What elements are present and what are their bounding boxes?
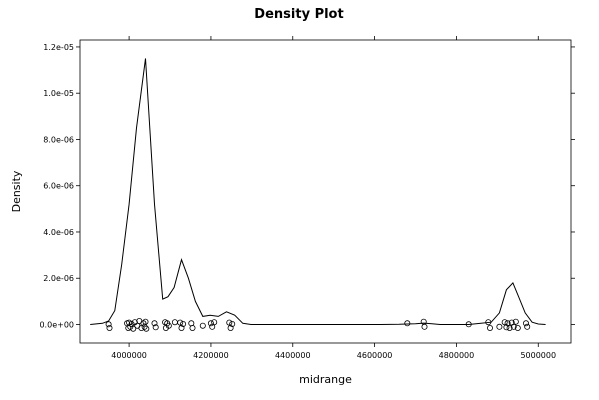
rug-point (404, 320, 411, 327)
y-axis: 0.0e+00 2.0e-06 4.0e-06 6.0e-06 8.0e-06 1.0e-… (39, 43, 575, 329)
rug-point (178, 324, 185, 331)
rug-point (510, 323, 517, 330)
rug-point (189, 324, 196, 331)
y-axis-label: Density (10, 170, 23, 212)
rug-point (485, 319, 492, 326)
x-axis-label: midrange (299, 373, 352, 386)
y-tick-label: 2.0e-06 (43, 274, 74, 283)
rug-point (130, 325, 137, 332)
x-tick-label: 4200000 (193, 351, 229, 360)
rug-point (523, 320, 530, 327)
rug-point (465, 321, 472, 328)
rug-point (199, 322, 206, 329)
x-tick-label: 4000000 (111, 351, 147, 360)
x-axis: 4000000 4200000 4400000 4600000 4800000 50000… (111, 36, 556, 360)
data-points (105, 317, 531, 332)
rug-point (171, 319, 178, 326)
rug-point (524, 323, 531, 330)
x-tick-label: 4600000 (357, 351, 393, 360)
plot-frame (79, 39, 572, 344)
x-tick-label: 5000000 (520, 351, 556, 360)
x-tick-label: 4800000 (439, 351, 475, 360)
rug-point (151, 320, 158, 327)
rug-point (143, 325, 150, 332)
rug-point (105, 321, 112, 328)
density-curve (90, 58, 546, 325)
rug-point (512, 318, 519, 325)
rug-point (506, 324, 513, 331)
rug-point (106, 324, 113, 331)
rug-point (207, 320, 214, 327)
y-tick-label: 0.0e+00 (39, 320, 74, 329)
rug-point (226, 319, 233, 326)
rug-point (177, 319, 184, 326)
y-tick-label: 8.0e-06 (43, 135, 74, 144)
rug-point (142, 318, 149, 325)
rug-point (152, 324, 159, 331)
rug-point (211, 319, 218, 326)
rug-point (486, 324, 493, 331)
rug-point (165, 322, 172, 329)
rug-point (496, 323, 503, 330)
y-tick-label: 1.2e-05 (43, 43, 74, 52)
rug-point (421, 323, 428, 330)
rug-point (503, 324, 510, 331)
rug-point (501, 319, 508, 326)
y-tick-label: 4.0e-06 (43, 228, 74, 237)
y-tick-label: 1.0e-05 (43, 89, 74, 98)
rug-point (227, 324, 234, 331)
rug-point (180, 320, 187, 327)
y-tick-label: 6.0e-06 (43, 182, 74, 191)
rug-point (514, 324, 521, 331)
chart-title: Density Plot (254, 7, 343, 22)
rug-point (229, 320, 236, 327)
x-tick-label: 4400000 (275, 351, 311, 360)
